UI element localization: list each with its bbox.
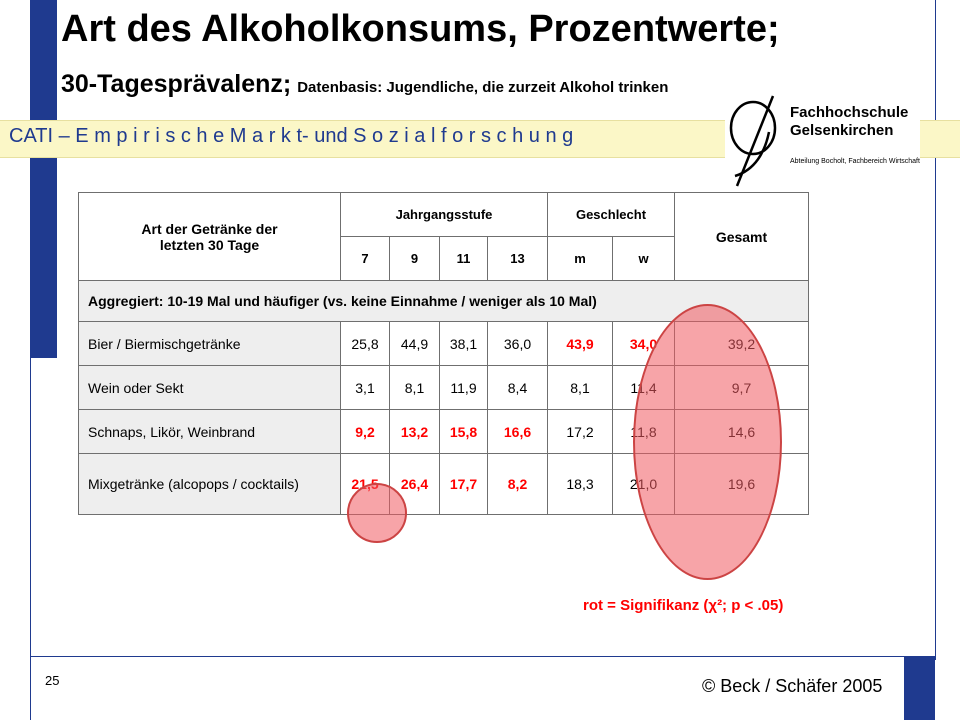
row-label: Schnaps, Likör, Weinbrand	[78, 409, 341, 454]
value-cell: 13,2	[389, 409, 440, 454]
right-border-line	[935, 0, 936, 660]
row-label: Mixgetränke (alcopops / cocktails)	[78, 453, 341, 515]
table-body: Bier / Biermischgetränke 25,8 44,9 38,1 36,0…	[78, 321, 809, 515]
subheader-cell: 13	[487, 236, 548, 281]
highlight-gender-ellipse	[633, 304, 782, 580]
slide-title: Art des Alkoholkonsums, Prozentwerte;	[61, 8, 780, 50]
value-cell: 9,2	[340, 409, 390, 454]
left-border-line	[30, 0, 31, 720]
highlight-cell-circle	[347, 483, 407, 543]
logo-text-line3: Abteilung Bocholt, Fachbereich Wirtschaf…	[790, 158, 920, 165]
header-drink-type: Art der Getränke der letzten 30 Tage	[78, 192, 341, 281]
value-cell: 43,9	[547, 321, 613, 366]
value-cell: 25,8	[340, 321, 390, 366]
value-cell: 44,9	[389, 321, 440, 366]
header-geschlecht: Geschlecht	[547, 192, 675, 237]
row-label: Wein oder Sekt	[78, 365, 341, 410]
logo-mark-icon	[729, 95, 777, 187]
results-table: Art der Getränke der letzten 30 Tage Jah…	[78, 192, 809, 515]
banner-text: CATI – E m p i r i s c h e M a r k t- un…	[9, 125, 574, 147]
row-label: Bier / Biermischgetränke	[78, 321, 341, 366]
aggregate-row: Aggregiert: 10-19 Mal und häufiger (vs. …	[78, 280, 809, 322]
copyright-text: © Beck / Schäfer 2005	[702, 676, 883, 696]
logo-text-line1: Fachhochschule	[790, 104, 909, 121]
page-number: 25	[45, 673, 60, 688]
subheader-cell: 11	[439, 236, 488, 281]
header-jahrgangsstufe: Jahrgangsstufe	[340, 192, 548, 237]
subheader-cell: 7	[340, 236, 390, 281]
subheader-cell: w	[612, 236, 675, 281]
right-accent-bar	[904, 656, 935, 720]
subheader-cell: m	[547, 236, 613, 281]
subtitle-main: 30-Tagesprävalenz;	[61, 70, 292, 98]
value-cell: 11,9	[439, 365, 488, 410]
university-logo: Fachhochschule Gelsenkirchen Abteilung B…	[725, 92, 920, 188]
bottom-border-line	[30, 656, 935, 657]
value-cell: 17,2	[547, 409, 613, 454]
subheader-cell: 9	[389, 236, 440, 281]
logo-text-line2: Gelsenkirchen	[790, 122, 894, 139]
value-cell: 3,1	[340, 365, 390, 410]
left-accent-bar	[30, 0, 57, 358]
value-cell: 38,1	[439, 321, 488, 366]
significance-note: rot = Signifikanz (χ²; p < .05)	[583, 597, 784, 614]
subtitle-database: Datenbasis: Jugendliche, die zurzeit Alk…	[297, 79, 669, 96]
header-drink-type-label: Art der Getränke der letzten 30 Tage	[141, 220, 278, 253]
value-cell: 8,1	[547, 365, 613, 410]
header-gesamt: Gesamt	[674, 192, 809, 281]
slide-subtitle: 30-Tagesprävalenz; Datenbasis: Jugendlich…	[61, 70, 668, 99]
value-cell: 15,8	[439, 409, 488, 454]
value-cell: 16,6	[487, 409, 548, 454]
value-cell: 17,7	[439, 453, 488, 515]
value-cell: 8,2	[487, 453, 548, 515]
value-cell: 36,0	[487, 321, 548, 366]
value-cell: 8,1	[389, 365, 440, 410]
value-cell: 8,4	[487, 365, 548, 410]
value-cell: 18,3	[547, 453, 613, 515]
